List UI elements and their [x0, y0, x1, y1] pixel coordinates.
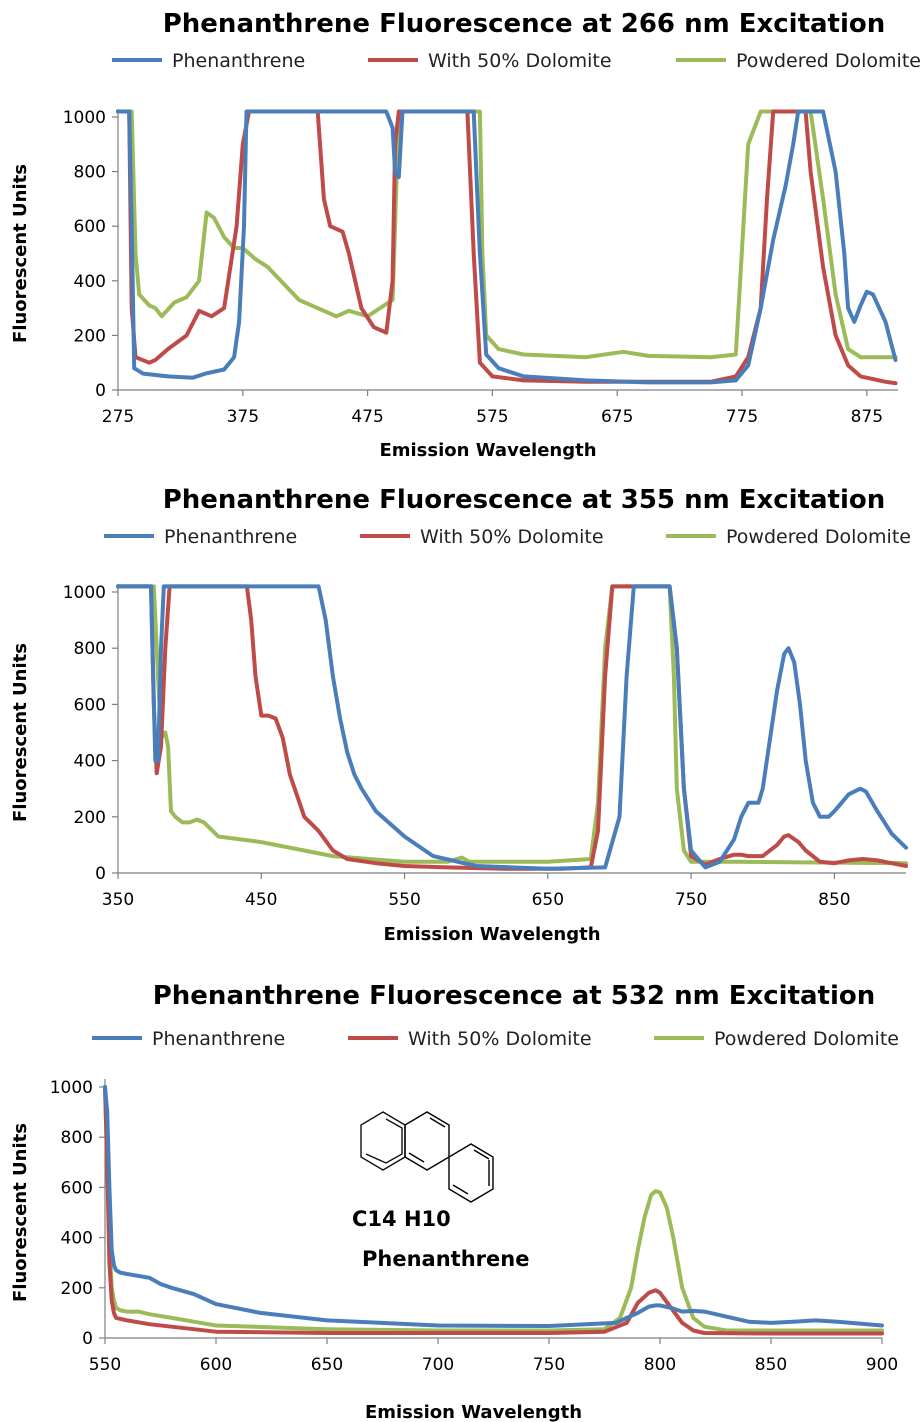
y-axis-label: Fluorescent Units — [10, 643, 31, 822]
x-tick-label: 750 — [533, 1355, 565, 1375]
y-tick-label: 1000 — [50, 1078, 93, 1098]
x-tick-label: 575 — [476, 407, 508, 427]
y-tick-label: 0 — [82, 1329, 93, 1349]
molecular-formula: C14 H10 — [352, 1207, 451, 1231]
y-tick-label: 200 — [61, 1279, 93, 1299]
x-tick-label: 275 — [102, 407, 134, 427]
y-tick-label: 200 — [74, 326, 106, 346]
x-axis-label: Emission Wavelength — [365, 1402, 582, 1422]
legend-label-2: With 50% Dolomite — [428, 50, 612, 72]
y-tick-label: 0 — [95, 864, 106, 884]
series-line-phenanthrene — [103, 1085, 884, 1328]
legend-label-2: With 50% Dolomite — [420, 526, 604, 548]
x-axis-label: Emission Wavelength — [379, 440, 596, 461]
x-tick-label: 875 — [851, 407, 883, 427]
legend-label-3: Powdered Dolomite — [736, 50, 921, 72]
x-tick-label: 800 — [644, 1355, 676, 1375]
y-tick-label: 1000 — [63, 108, 106, 128]
y-axis-label: Fluorescent Units — [10, 164, 31, 343]
chart-title: Phenanthrene Fluorescence at 266 nm Exci… — [163, 9, 886, 39]
legend-label-2: With 50% Dolomite — [408, 1028, 592, 1050]
x-tick-label: 750 — [675, 890, 707, 910]
x-tick-label: 550 — [89, 1355, 121, 1375]
series-line-powdered-dolomite — [116, 584, 908, 866]
charts-root: Phenanthrene Fluorescence at 266 nm Exci… — [10, 9, 921, 1422]
x-tick-label: 675 — [601, 407, 633, 427]
x-tick-label: 550 — [388, 890, 420, 910]
x-tick-label: 600 — [200, 1355, 232, 1375]
x-tick-label: 775 — [726, 407, 758, 427]
x-tick-label: 850 — [755, 1355, 787, 1375]
x-tick-label: 450 — [245, 890, 277, 910]
x-tick-label: 850 — [818, 890, 850, 910]
series-line-powdered-dolomite — [103, 1085, 884, 1333]
x-tick-label: 900 — [866, 1355, 898, 1375]
legend-label-3: Powdered Dolomite — [714, 1028, 899, 1050]
legend-label-1: Phenanthrene — [164, 526, 297, 548]
chart-panel-2: Phenanthrene Fluorescence at 355 nm Exci… — [10, 485, 911, 945]
legend-label-1: Phenanthrene — [152, 1028, 285, 1050]
chart-panel-1: Phenanthrene Fluorescence at 266 nm Exci… — [10, 9, 921, 461]
molecule-name: Phenanthrene — [362, 1247, 529, 1271]
phenanthrene-structure-icon — [360, 1111, 494, 1203]
y-axis-label: Fluorescent Units — [10, 1123, 31, 1302]
series-line-with-50-dolomite — [116, 109, 898, 386]
y-tick-label: 400 — [61, 1229, 93, 1249]
y-tick-label: 600 — [61, 1178, 93, 1198]
y-tick-label: 800 — [74, 163, 106, 183]
x-tick-label: 700 — [422, 1355, 454, 1375]
series-line-with-50-dolomite — [103, 1085, 884, 1336]
chart-panel-3: Phenanthrene Fluorescence at 532 nm Exci… — [10, 981, 899, 1422]
y-tick-label: 400 — [74, 272, 106, 292]
x-tick-label: 650 — [311, 1355, 343, 1375]
chart-title: Phenanthrene Fluorescence at 532 nm Exci… — [153, 981, 876, 1011]
series-line-with-50-dolomite — [116, 584, 908, 871]
legend-label-1: Phenanthrene — [172, 50, 305, 72]
y-tick-label: 600 — [74, 695, 106, 715]
x-axis-label: Emission Wavelength — [383, 924, 600, 945]
y-tick-label: 800 — [74, 639, 106, 659]
y-tick-label: 400 — [74, 752, 106, 772]
x-tick-label: 350 — [102, 890, 134, 910]
y-tick-label: 1000 — [63, 583, 106, 603]
x-tick-label: 475 — [351, 407, 383, 427]
y-tick-label: 600 — [74, 217, 106, 237]
y-tick-label: 200 — [74, 808, 106, 828]
chart-title: Phenanthrene Fluorescence at 355 nm Exci… — [163, 485, 886, 515]
x-tick-label: 650 — [532, 890, 564, 910]
y-tick-label: 0 — [95, 381, 106, 401]
series-line-phenanthrene — [116, 109, 898, 385]
legend-label-3: Powdered Dolomite — [726, 526, 911, 548]
series-line-phenanthrene — [116, 584, 908, 871]
x-tick-label: 375 — [227, 407, 259, 427]
y-tick-label: 800 — [61, 1128, 93, 1148]
